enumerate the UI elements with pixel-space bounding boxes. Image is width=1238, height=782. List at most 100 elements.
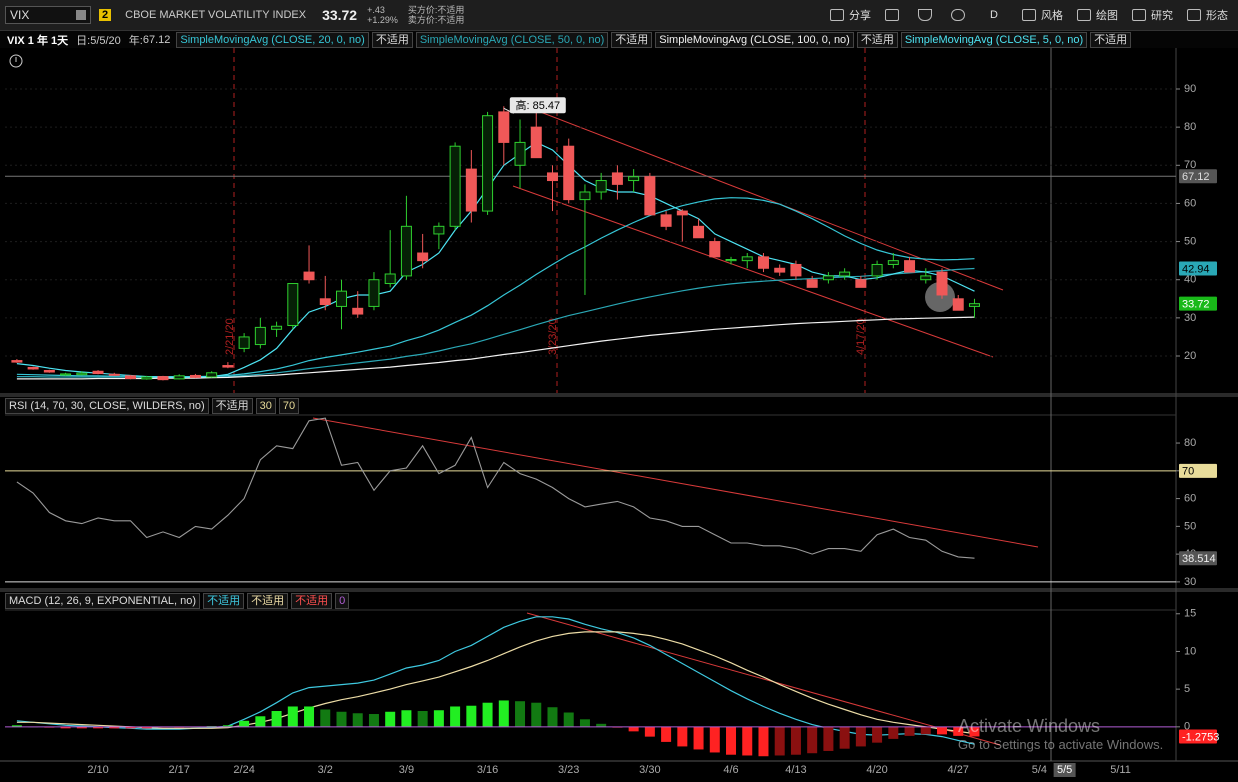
candle-body	[125, 375, 137, 380]
histogram-bar	[644, 726, 655, 737]
study-status: 不适用	[211, 397, 253, 414]
candle-body	[693, 225, 705, 239]
candle-body	[936, 271, 948, 296]
histogram-bar	[466, 705, 477, 727]
histogram-bar	[304, 706, 315, 727]
y-tick-label: 30	[1184, 312, 1196, 324]
candle-body	[11, 360, 23, 363]
histogram-bar	[807, 726, 818, 754]
candle-body	[725, 259, 737, 262]
candle-body	[855, 279, 867, 288]
macd-header: MACD (12, 26, 9, EXPONENTIAL, no) 不适用 不适…	[0, 592, 1238, 609]
icon-button[interactable]	[951, 9, 970, 21]
candle-body	[319, 298, 331, 306]
x-tick-label: 3/23	[558, 764, 579, 776]
event-label: 3/23/20	[547, 318, 559, 355]
histogram-bar	[790, 726, 801, 755]
icon-button[interactable]	[885, 9, 904, 21]
symbol: VIX	[10, 8, 30, 22]
value-box-label: 42.94	[1182, 263, 1210, 275]
y-tick-label: 50	[1184, 520, 1196, 532]
candle-body	[595, 180, 607, 193]
study-status: 不适用	[1090, 31, 1132, 48]
histogram-bar	[239, 720, 250, 727]
candle-body	[189, 374, 201, 378]
value-box-label: 33.72	[1182, 299, 1210, 311]
histogram-bar	[677, 726, 688, 747]
link-badge[interactable]: 2	[99, 9, 112, 21]
dropdown[interactable]	[76, 10, 86, 20]
trend-line	[512, 185, 994, 358]
x-tick-label: 4/13	[785, 764, 806, 776]
candle-body	[352, 307, 364, 315]
x-tick-label: 4/20	[866, 764, 887, 776]
high-callout	[509, 97, 566, 114]
high-pointer	[503, 107, 515, 114]
histogram-bar	[401, 710, 412, 727]
candle-body	[108, 373, 120, 376]
candle-body	[709, 241, 721, 258]
study-name[interactable]: SimpleMovingAvg (CLOSE, 20, 0, no)	[176, 31, 369, 48]
histogram-bar	[823, 726, 834, 751]
histogram-bar	[839, 726, 850, 749]
icon	[1132, 9, 1146, 21]
x-tick-label: 3/16	[477, 764, 498, 776]
candle-body	[368, 279, 380, 307]
studies-button[interactable]: 研究	[1132, 7, 1173, 23]
period-button[interactable]: D	[990, 9, 998, 21]
candle-body	[60, 373, 72, 376]
symbol-box[interactable]: VIX	[5, 6, 91, 24]
x-tick-label: 3/30	[639, 764, 660, 776]
watermark-title: Activate Windows	[958, 716, 1101, 736]
study-title[interactable]: RSI (14, 70, 30, CLOSE, WILDERS, no)	[5, 397, 209, 414]
patterns-button[interactable]: 形态	[1187, 7, 1228, 23]
study-status: 不适用	[371, 31, 413, 48]
drawing-button[interactable]: 绘图	[1077, 7, 1118, 23]
ask: 卖方价:不适用	[407, 15, 465, 25]
study-name[interactable]: SimpleMovingAvg (CLOSE, 50, 0, no)	[415, 31, 609, 48]
oversold-level: 30	[255, 397, 276, 414]
histogram-bar	[222, 725, 233, 727]
candle-body	[271, 325, 283, 330]
change-pct: +1.29%	[367, 15, 398, 25]
histogram-bar	[482, 702, 493, 727]
icon-button[interactable]	[918, 9, 937, 21]
histogram-bar	[433, 710, 444, 727]
histogram-bar	[596, 723, 607, 727]
chart-title: VIX 1 年 1天	[7, 34, 69, 47]
icon	[830, 9, 845, 21]
candle-body	[173, 375, 185, 380]
study-name[interactable]: SimpleMovingAvg (CLOSE, 100, 0, no)	[655, 31, 854, 48]
histogram-bar	[450, 706, 461, 727]
histogram-bar	[531, 702, 542, 727]
candle-body	[920, 275, 932, 281]
histogram-bar	[661, 726, 672, 742]
style-button[interactable]: 风格	[1022, 7, 1063, 23]
histogram-bar	[336, 711, 347, 727]
overbought-level: 70	[278, 397, 300, 414]
x-tick-label: 5/5	[1057, 764, 1072, 776]
chart-header: VIX 1 年 1天 日:5/5/20 年: 67.12 SimpleMovin…	[0, 31, 1238, 48]
watermark: Activate Windows Go to Settings to activ…	[958, 716, 1163, 752]
candle-body	[514, 141, 526, 166]
histogram-bar	[320, 709, 331, 727]
candle-body	[563, 145, 575, 201]
candle-body	[887, 260, 899, 265]
plot: 高: 85.47	[5, 88, 1176, 757]
candle-body	[417, 252, 429, 262]
button-label: 分享	[849, 10, 872, 22]
candle-body	[757, 256, 769, 269]
x-tick-label: 3/2	[318, 764, 333, 776]
macd-line	[16, 631, 975, 735]
y-tick-label: 80	[1184, 121, 1196, 133]
histogram-bar	[693, 726, 704, 750]
study-title[interactable]: MACD (12, 26, 9, EXPONENTIAL, no)	[5, 592, 201, 609]
y-tick-label: 40	[1184, 274, 1196, 286]
high-label: 高: 85.47	[515, 98, 560, 112]
candle-body	[498, 111, 510, 143]
study-name[interactable]: SimpleMovingAvg (CLOSE, 5, 0, no)	[900, 31, 1088, 48]
candle-body	[822, 275, 834, 281]
histogram-bar	[271, 711, 282, 727]
candle-body	[206, 372, 218, 378]
share-button[interactable]: 分享	[830, 7, 871, 23]
